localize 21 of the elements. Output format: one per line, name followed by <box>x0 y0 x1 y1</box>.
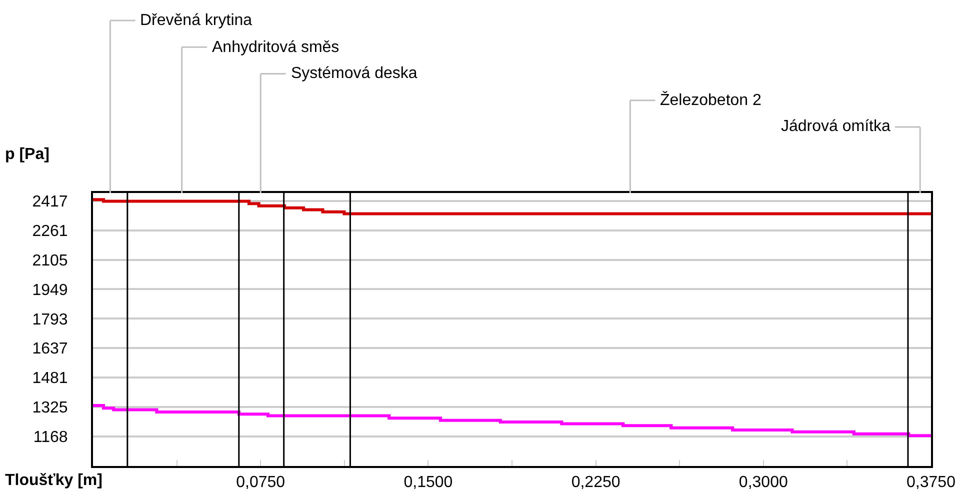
text: Železobeton 2 <box>660 91 762 109</box>
x-tick-label: 0,2250 <box>571 474 620 492</box>
text: Anhydritová směs <box>212 39 340 56</box>
y-tick-label: 2417 <box>32 194 68 211</box>
y-tick-label: 1793 <box>32 311 68 328</box>
y-tick-label: 1168 <box>33 429 68 446</box>
x-axis-title: Tloušťky [m] <box>5 472 102 489</box>
y-tick-label: 1481 <box>32 370 68 388</box>
y-axis-title: p [Pa] <box>5 146 50 163</box>
text: Systémová deska <box>291 65 418 82</box>
y-tick-label: 1325 <box>32 400 68 417</box>
y-tick-label: 1949 <box>32 282 68 299</box>
x-tick-label: 0,3750 <box>906 474 956 492</box>
y-tick-label: 1637 <box>32 340 68 358</box>
text: Dřevěná krytina <box>140 12 252 29</box>
y-tick-label: 2105 <box>32 252 68 270</box>
y-tick-label: 2261 <box>32 222 68 240</box>
x-tick-label: 0,0750 <box>236 474 286 492</box>
text: Jádrová omítka <box>781 118 890 135</box>
x-tick-label: 0,1500 <box>404 474 453 492</box>
x-tick-label: 0,3000 <box>738 474 788 492</box>
